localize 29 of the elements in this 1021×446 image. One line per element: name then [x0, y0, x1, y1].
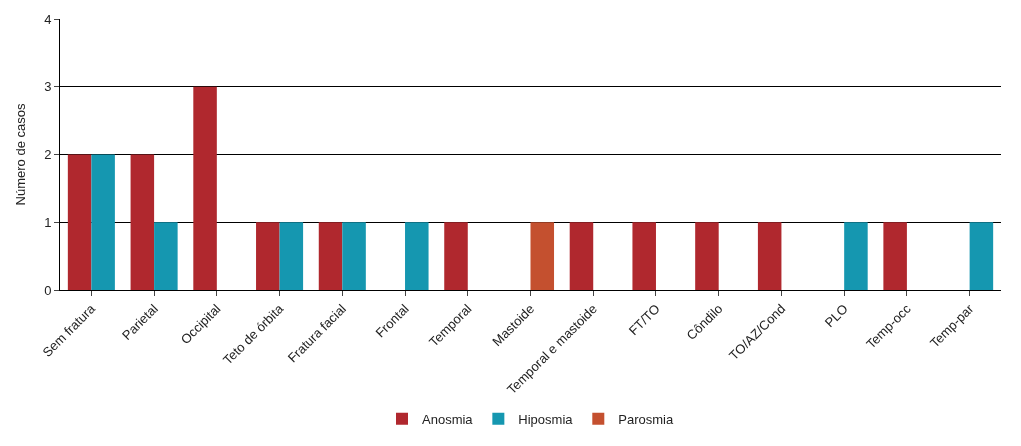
bar [91, 154, 115, 290]
bar [530, 222, 555, 290]
bar [154, 222, 178, 290]
bar [695, 222, 719, 290]
y-tick-label: 0 [44, 282, 52, 298]
bar [883, 222, 907, 290]
bar [405, 222, 429, 290]
y-tick-label: 2 [44, 147, 52, 163]
bar [844, 222, 868, 290]
bar [279, 222, 304, 290]
bar [256, 222, 280, 290]
legend-label: Anosmia [422, 411, 474, 427]
bar [342, 222, 366, 290]
x-tick-label: PLO [821, 301, 851, 331]
y-tick-label: 1 [44, 214, 52, 230]
legend-label: Hiposmia [518, 411, 574, 427]
y-axis-title: Número de casos [13, 103, 29, 206]
bar [318, 222, 343, 290]
legend-label: Parosmia [618, 411, 674, 427]
bar [632, 222, 656, 290]
bar [757, 222, 782, 290]
bar [569, 222, 594, 290]
y-tick-label: 3 [44, 79, 52, 95]
bar [130, 154, 155, 290]
y-tick-label: 4 [44, 11, 52, 27]
bar [193, 86, 217, 290]
bar [67, 154, 92, 290]
bar [969, 222, 994, 290]
bar [444, 222, 468, 290]
